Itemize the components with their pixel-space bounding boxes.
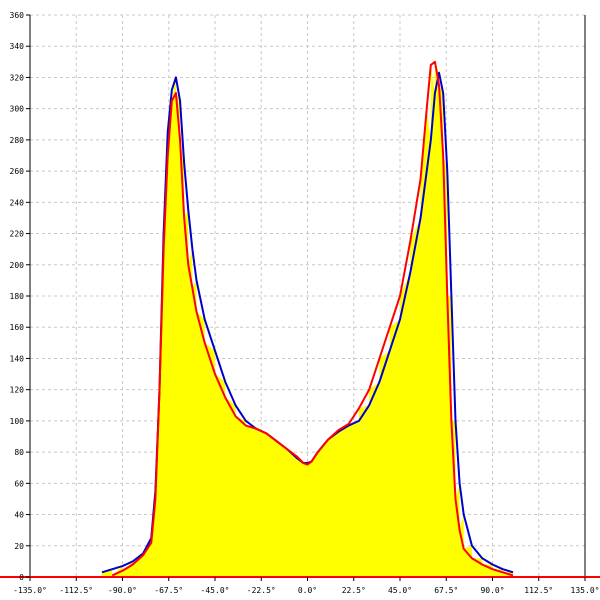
x-tick-label-10: 90.0° [480, 586, 504, 595]
y-tick-label-12: 240 [10, 198, 25, 207]
x-tick-label-6: 0.0° [298, 586, 317, 595]
y-tick-label-14: 280 [10, 136, 25, 145]
y-tick-label-16: 320 [10, 73, 25, 82]
y-tick-label-0: 0 [19, 573, 24, 582]
x-tick-label-2: -90.0° [108, 586, 137, 595]
filled-area [101, 61, 514, 578]
x-tick-label-5: -22.5° [247, 586, 276, 595]
x-tick-label-11: 112.5° [524, 586, 553, 595]
x-tick-label-4: -45.0° [201, 586, 230, 595]
y-tick-label-3: 60 [14, 479, 24, 488]
x-tick-label-9: 67.5° [434, 586, 458, 595]
y-tick-label-15: 300 [10, 105, 25, 114]
tick-labels: -135.0° -112.5° -90.0° -67.5° -45.0° -22.5° 0.… [10, 11, 600, 595]
y-tick-label-1: 20 [14, 542, 24, 551]
y-tick-label-4: 80 [14, 448, 24, 457]
y-tick-label-5: 100 [10, 417, 25, 426]
x-tick-label-12: 135.0° [571, 586, 600, 595]
y-tick-label-10: 200 [10, 261, 25, 270]
y-tick-label-11: 220 [10, 230, 25, 239]
x-tick-label-8: 45.0° [388, 586, 412, 595]
x-tick-label-3: -67.5° [154, 586, 183, 595]
y-tick-label-8: 160 [10, 323, 25, 332]
y-tick-label-7: 140 [10, 354, 25, 363]
y-tick-label-13: 260 [10, 167, 25, 176]
y-tick-label-18: 360 [10, 11, 25, 20]
x-tick-label-0: -135.0° [13, 586, 47, 595]
fill-area-layer [101, 61, 514, 578]
x-tick-label-7: 22.5° [342, 586, 366, 595]
x-tick-label-1: -112.5° [59, 586, 93, 595]
y-tick-label-17: 340 [10, 42, 25, 51]
y-tick-label-6: 120 [10, 386, 25, 395]
series-layer [101, 60, 514, 577]
y-tick-label-2: 40 [14, 511, 24, 520]
series-line-1 [111, 60, 514, 577]
y-tick-label-9: 180 [10, 292, 25, 301]
